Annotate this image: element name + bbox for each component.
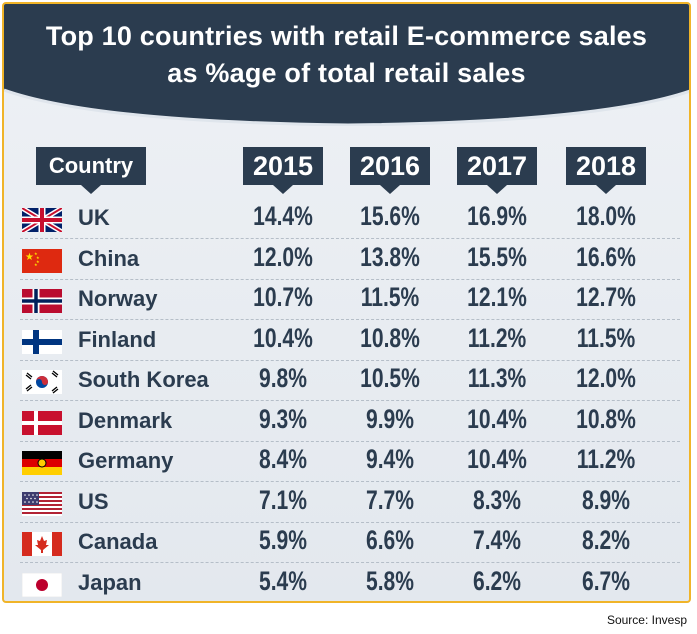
country-name: Canada [78, 529, 158, 554]
table-row: Japan 5.4% 5.8% 6.2% 6.7% [20, 563, 680, 602]
table-row: Denmark 9.3% 9.9% 10.4% 10.8% [20, 401, 680, 442]
table-row: UK 14.4% 15.6% 16.9% 18.0% [20, 198, 680, 239]
germany-flag-icon [22, 451, 62, 475]
svg-text:★: ★ [36, 259, 40, 264]
value-cell: 7.7% [365, 484, 414, 515]
value-cell: 16.9% [467, 201, 527, 231]
value-cell: 10.7% [253, 282, 313, 312]
japan-flag-icon [22, 572, 62, 597]
country-name: Germany [78, 448, 174, 473]
table-row: Norway 10.7% 11.5% 12.1% 12.7% [20, 279, 680, 320]
value-cell: 11.2% [576, 444, 636, 474]
title-line-1: Top 10 countries with retail E-commerce … [45, 21, 648, 51]
country-name: South Korea [78, 367, 209, 392]
denmark-flag-icon [22, 410, 62, 435]
canada-flag-icon [22, 532, 62, 556]
column-header-year: 2017 [457, 147, 537, 194]
country-name: Denmark [78, 407, 173, 433]
chart-title: Top 10 countries with retail E-commerce … [4, 18, 689, 92]
value-cell: 9.4% [365, 444, 414, 474]
country-name: Norway [78, 286, 158, 311]
column-header-year: 2015 [243, 147, 323, 194]
value-cell: 11.2% [467, 322, 527, 353]
finland-flag-icon [22, 329, 62, 354]
value-cell: 13.8% [360, 241, 420, 272]
value-cell: 15.6% [360, 201, 420, 231]
china-flag-icon: ★ ★ ★ ★ ★ [22, 248, 62, 273]
value-cell: 7.1% [258, 484, 307, 515]
value-cell: 5.8% [365, 565, 414, 596]
svg-text:★: ★ [36, 255, 40, 260]
column-header-year: 2016 [350, 147, 430, 194]
svg-text:★: ★ [25, 252, 34, 263]
svg-text:★: ★ [34, 251, 38, 256]
value-cell: 12.0% [576, 363, 636, 393]
value-cell: 15.5% [467, 241, 527, 272]
uk-flag-icon [22, 208, 62, 232]
value-cell: 8.2% [581, 525, 630, 555]
south-korea-flag-icon [22, 370, 62, 394]
table-row: ★ ★ ★ ★ ★ China 12.0% 13.8% 15.5% 16.6% [20, 239, 680, 280]
value-cell: 9.8% [258, 363, 307, 393]
value-cell: 8.4% [258, 444, 307, 474]
value-cell: 18.0% [576, 201, 636, 231]
value-cell: 9.9% [365, 403, 414, 434]
value-cell: 7.4% [472, 525, 521, 555]
value-cell: 10.4% [253, 322, 313, 353]
country-name: Finland [78, 326, 157, 352]
table-row: Canada 5.9% 6.6% 7.4% 8.2% [20, 522, 680, 563]
value-cell: 8.9% [581, 484, 630, 515]
value-cell: 11.3% [467, 363, 527, 393]
table-row: Germany 8.4% 9.4% 10.4% 11.2% [20, 441, 680, 482]
column-header-year: 2018 [566, 147, 646, 194]
value-cell: 12.0% [253, 241, 313, 272]
value-cell: 11.5% [360, 282, 420, 312]
value-cell: 10.8% [360, 322, 420, 353]
value-cell: 6.7% [581, 565, 630, 596]
svg-text:★: ★ [34, 262, 38, 267]
table-row: Finland 10.4% 10.8% 11.2% 11.5% [20, 320, 680, 361]
value-cell: 10.8% [576, 403, 636, 434]
country-name: US [78, 488, 109, 514]
value-cell: 12.1% [467, 282, 527, 312]
source-note: Source: Invesp [606, 613, 687, 627]
value-cell: 14.4% [253, 201, 313, 231]
value-cell: 6.2% [472, 565, 521, 596]
value-cell: 8.3% [472, 484, 521, 515]
norway-flag-icon [22, 289, 62, 313]
value-cell: 10.4% [467, 403, 527, 434]
value-cell: 9.3% [258, 403, 307, 434]
value-cell: 12.7% [576, 282, 636, 312]
country-name: Japan [78, 569, 142, 595]
column-header-country: Country [36, 147, 146, 194]
us-flag-icon [22, 491, 62, 516]
value-cell: 16.6% [576, 241, 636, 272]
table-row: South Korea 9.8% 10.5% 11.3% 12.0% [20, 360, 680, 401]
title-line-2: as %age of total retail sales [167, 58, 526, 88]
value-cell: 10.5% [360, 363, 420, 393]
value-cell: 5.4% [258, 565, 307, 596]
banner-shape [4, 4, 689, 126]
country-name: China [78, 245, 140, 271]
value-cell: 5.9% [258, 525, 307, 555]
value-cell: 11.5% [576, 322, 636, 353]
country-name: UK [78, 205, 110, 230]
title-banner: Top 10 countries with retail E-commerce … [4, 4, 689, 126]
value-cell: 6.6% [365, 525, 414, 555]
table-row: US 7.1% 7.7% 8.3% 8.9% [20, 482, 680, 523]
infographic-frame: Top 10 countries with retail E-commerce … [2, 2, 691, 603]
value-cell: 10.4% [467, 444, 527, 474]
